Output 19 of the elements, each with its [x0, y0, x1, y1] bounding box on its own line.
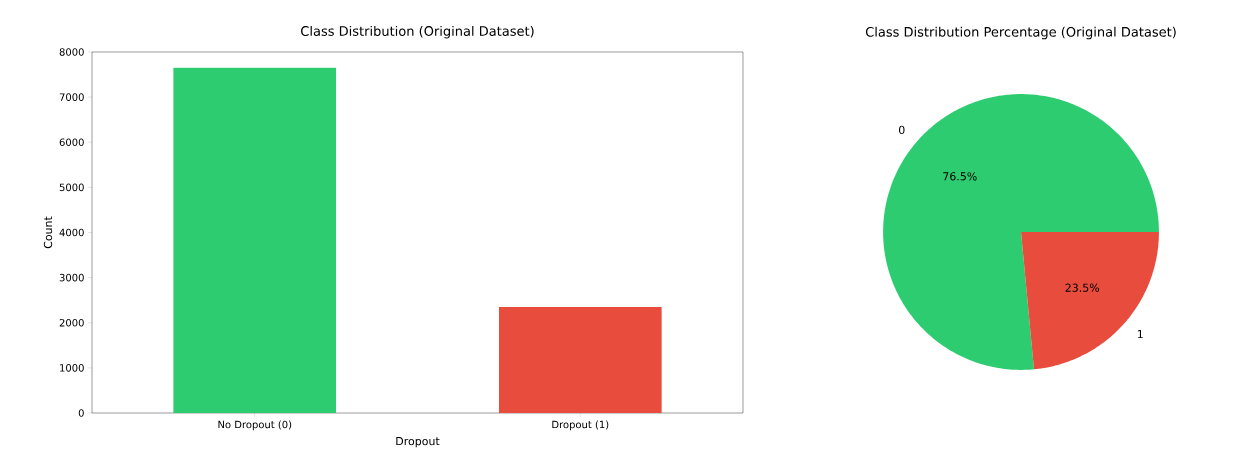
- data-label: 23.5%: [1065, 283, 1100, 292]
- data-label: 76.5%: [943, 172, 977, 181]
- y-tick-label: 5000: [59, 183, 84, 192]
- chart-title: Class Distribution (Original Dataset): [301, 25, 534, 39]
- y-axis-title: Count: [43, 216, 53, 249]
- y-tick-label: 4000: [59, 228, 84, 237]
- x-axis-title: Dropout: [396, 437, 440, 448]
- y-tick-label: 6000: [59, 138, 84, 147]
- y-tick-label: 0: [78, 409, 84, 417]
- slice-label: 1: [1137, 330, 1143, 339]
- y-tick-label: 8000: [59, 48, 84, 56]
- x-tick-label: Dropout (1): [552, 420, 609, 431]
- chart-title: Class Distribution Percentage (Original Dataset): [865, 26, 1176, 40]
- y-tick-label: 1000: [60, 364, 84, 372]
- slice-label: 0: [898, 125, 905, 135]
- y-tick-label: 7000: [59, 93, 84, 101]
- y-tick-label: 3000: [59, 273, 84, 282]
- x-tick-label: No Dropout (0): [218, 420, 292, 431]
- y-tick-label: 2000: [59, 318, 84, 327]
